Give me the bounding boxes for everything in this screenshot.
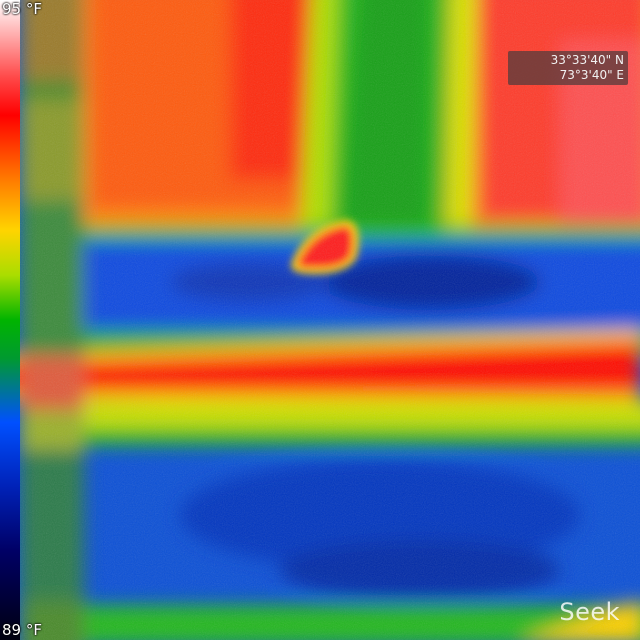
- min-temperature-label: 89 °F: [2, 621, 42, 639]
- seek-logo: Seek: [559, 598, 620, 626]
- gps-latitude: 33°33'40" N: [550, 53, 624, 67]
- temperature-color-scale: [0, 0, 20, 640]
- gps-longitude: 73°3'40" E: [559, 68, 624, 82]
- max-temperature-label: 95 °F: [2, 0, 42, 18]
- gps-coordinates: 33°33'40" N 73°3'40" E: [508, 51, 628, 85]
